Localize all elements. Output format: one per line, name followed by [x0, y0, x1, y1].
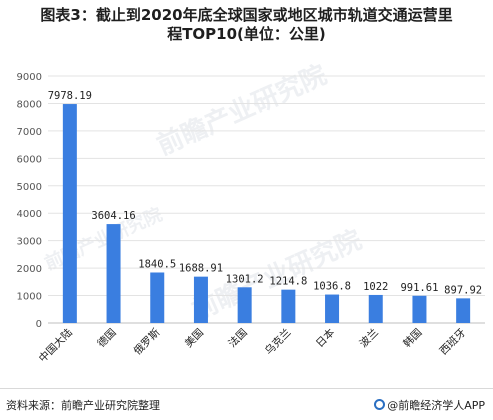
- bar: [62, 104, 77, 324]
- footer: 资料来源：前瞻产业研究院整理 @前瞻经济学人APP: [0, 388, 493, 420]
- brand-logo-icon: [374, 399, 386, 410]
- chart-title: 图表3：截止到2020年底全球国家或地区城市轨道交通运营里 程TOP10(单位：…: [0, 6, 493, 44]
- bar: [237, 287, 252, 323]
- y-tick-label: 0: [36, 319, 42, 330]
- bar: [412, 295, 427, 323]
- data-label: 7978.19: [48, 90, 92, 102]
- bar-chart: 0 1000 2000 3000 4000 5000 6000 7000 8000 9000 797…: [17, 72, 485, 365]
- data-label: 897.92: [444, 284, 482, 296]
- x-tick-label: 俄罗斯: [131, 326, 163, 358]
- chart-title-line-2: 程TOP10(单位：公里): [167, 25, 326, 43]
- bar: [325, 294, 340, 323]
- x-tick-label: 乌克兰: [262, 326, 293, 357]
- data-label: 1840.5: [138, 258, 176, 270]
- data-label: 3604.16: [91, 210, 135, 222]
- x-tick-label: 日本: [313, 326, 337, 350]
- data-label: 1022: [363, 281, 388, 293]
- bar: [368, 294, 383, 323]
- x-tick-label: 美国: [182, 326, 206, 350]
- y-tick-label: 9000: [17, 72, 42, 83]
- brand-credit: @前瞻经济学人APP: [374, 397, 485, 413]
- y-tick-label: 5000: [17, 182, 42, 193]
- x-tick-label: 中国大陆: [36, 326, 75, 365]
- y-tick-label: 6000: [17, 154, 42, 165]
- y-tick-label: 8000: [17, 99, 42, 110]
- y-tick-label: 2000: [17, 264, 42, 275]
- x-tick-label: 法国: [226, 326, 250, 350]
- y-tick-label: 1000: [17, 292, 42, 303]
- bar: [106, 224, 121, 323]
- y-tick-label: 7000: [17, 127, 42, 138]
- bar: [150, 272, 165, 323]
- data-label: 1036.8: [313, 281, 351, 293]
- x-tick-label: 西班牙: [438, 327, 469, 358]
- bar: [281, 289, 296, 323]
- bar: [193, 276, 208, 323]
- brand-text: @前瞻经济学人APP: [387, 399, 485, 412]
- x-tick-label: 德国: [95, 326, 119, 350]
- x-tick-label: 韩国: [401, 326, 425, 350]
- source-note: 资料来源：前瞻产业研究院整理: [6, 399, 160, 412]
- x-tick-label: 波兰: [357, 326, 381, 350]
- bar: [456, 298, 471, 323]
- data-label: 991.61: [400, 282, 438, 294]
- data-label: 1688.91: [179, 263, 223, 275]
- y-tick-label: 3000: [17, 237, 42, 248]
- y-tick-label: 4000: [17, 209, 42, 220]
- chart-title-line-1: 图表3：截止到2020年底全球国家或地区城市轨道交通运营里: [40, 6, 453, 24]
- data-label: 1301.2: [226, 273, 264, 285]
- data-label: 1214.8: [269, 276, 307, 288]
